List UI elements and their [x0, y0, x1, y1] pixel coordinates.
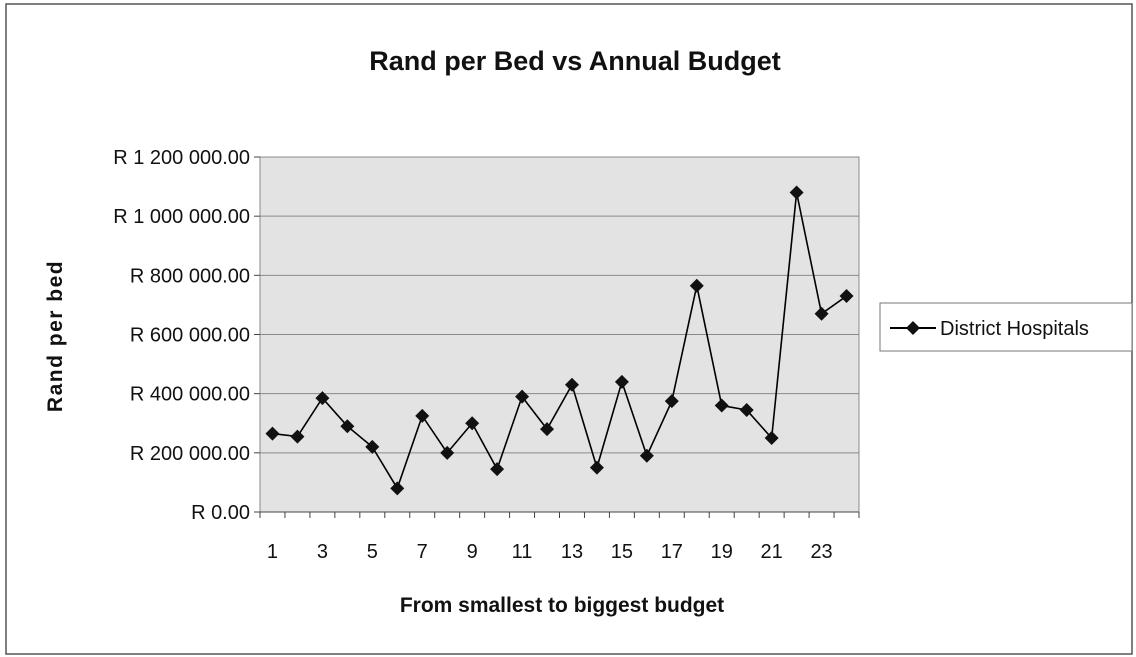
x-tick-label: 13: [561, 541, 583, 563]
data-point: [315, 391, 330, 406]
y-tick-label: R 1 200 000.00: [113, 147, 250, 169]
data-point: [564, 377, 579, 392]
x-tick-label: 23: [810, 541, 832, 563]
x-tick-label: 15: [611, 541, 633, 563]
data-point: [614, 374, 629, 389]
x-tick-label: 1: [267, 541, 278, 563]
data-point: [739, 402, 754, 417]
y-tick-label: R 200 000.00: [130, 443, 250, 465]
x-axis-title: From smallest to biggest budget: [400, 594, 724, 617]
data-point: [415, 408, 430, 423]
data-point: [814, 306, 829, 321]
data-point: [365, 439, 380, 454]
y-tick-label: R 400 000.00: [130, 384, 250, 406]
data-point: [265, 426, 280, 441]
data-point: [839, 289, 854, 304]
legend: District Hospitals: [879, 302, 1133, 352]
data-point: [290, 429, 305, 444]
data-point: [515, 389, 530, 404]
chart-title: Rand per Bed vs Annual Budget: [369, 46, 781, 76]
grid-lines: [260, 215, 859, 454]
x-axis: 1 3 5 7 9 11 13 15 17 19 21 23: [259, 511, 860, 563]
x-tick-label: 19: [711, 541, 733, 563]
data-point: [540, 422, 555, 437]
y-axis: R 0.00 R 200 000.00 R 400 000.00 R 600 000.…: [113, 147, 260, 524]
y-tick-label: R 1 000 000.00: [113, 206, 250, 228]
data-point: [390, 481, 405, 496]
x-tick-label: 9: [467, 541, 478, 563]
data-point: [340, 419, 355, 434]
data-point: [440, 445, 455, 460]
data-point: [465, 416, 480, 431]
y-tick-label: R 0.00: [191, 502, 250, 524]
legend-label: District Hospitals: [940, 318, 1089, 340]
data-point: [664, 394, 679, 409]
data-point: [714, 398, 729, 413]
series-layer: [265, 185, 854, 496]
y-axis-title: Rand per bed: [44, 260, 67, 412]
x-tick-label: 21: [761, 541, 783, 563]
x-tick-label: 7: [417, 541, 428, 563]
x-tick-label: 5: [367, 541, 378, 563]
x-tick-label: 11: [512, 541, 533, 563]
y-tick-label: R 600 000.00: [130, 325, 250, 347]
data-point: [589, 460, 604, 475]
y-tick-label: R 800 000.00: [130, 265, 250, 287]
x-tick-label: 17: [661, 541, 683, 563]
data-point: [764, 431, 779, 446]
series-line: [272, 192, 847, 491]
data-point: [639, 448, 654, 463]
data-point: [689, 278, 704, 293]
legend-marker: [906, 321, 920, 335]
data-point: [490, 462, 505, 477]
data-point: [789, 185, 804, 200]
x-tick-label: 3: [317, 541, 328, 563]
